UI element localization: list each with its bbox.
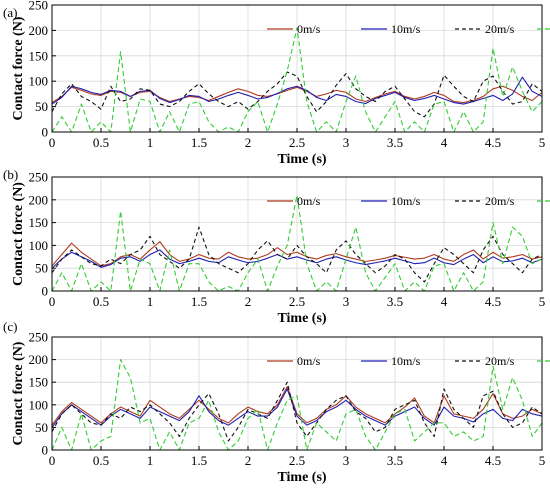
x-tick-label: 5 [539, 135, 546, 150]
x-tick-label: 0.5 [93, 135, 109, 150]
y-axis-title: Contact force (N) [11, 16, 26, 120]
legend-label-0m-s: 0m/s [297, 22, 321, 36]
series-line-10m-s [52, 76, 542, 105]
x-tick-label: 3 [343, 453, 350, 468]
y-tick-label: 100 [29, 74, 49, 89]
y-tick-label: 150 [29, 375, 49, 390]
y-tick-label: 0 [42, 125, 49, 140]
x-tick-label: 1 [147, 135, 154, 150]
chart-panel-1: 0 0.5 1 1.5 2 2.5 3 3.5 4 4.5 5050100150200250Time… [3, 0, 550, 167]
y-tick-label: 200 [29, 23, 49, 38]
y-tick-label: 50 [35, 420, 48, 435]
x-tick-label: 2.5 [289, 453, 305, 468]
x-tick-label: 0 [49, 135, 56, 150]
panel-label: (a) [3, 5, 17, 20]
x-tick-label: 4.5 [485, 453, 501, 468]
y-tick-label: 100 [29, 238, 49, 253]
series-line-20m-s [52, 226, 542, 283]
x-tick-label: 0 [49, 294, 56, 309]
y-tick-label: 0 [42, 443, 49, 458]
x-tick-label: 1.5 [191, 453, 207, 468]
y-tick-label: 100 [29, 397, 49, 412]
series-line-30m-s [52, 27, 542, 132]
y-tick-label: 250 [29, 330, 49, 345]
x-tick-label: 0.5 [93, 453, 109, 468]
x-tick-label: 4.5 [485, 294, 501, 309]
y-tick-label: 250 [29, 0, 49, 13]
x-tick-label: 5 [539, 294, 546, 309]
legend-label-0m-s: 0m/s [297, 194, 321, 208]
series-line-10m-s [52, 388, 542, 428]
legend-label-20m-s: 20m/s [485, 22, 515, 36]
x-tick-label: 2.5 [289, 135, 305, 150]
x-tick-label: 4 [441, 294, 448, 309]
series-group [52, 194, 542, 291]
x-tick-label: 5 [539, 453, 546, 468]
legend-label-20m-s: 20m/s [485, 194, 515, 208]
y-tick-label: 150 [29, 48, 49, 63]
y-tick-label: 200 [29, 352, 49, 367]
x-tick-label: 1 [147, 294, 154, 309]
legend-label-10m-s: 10m/s [391, 194, 421, 208]
x-tick-label: 1.5 [191, 294, 207, 309]
series-group [52, 27, 542, 132]
y-tick-label: 50 [35, 261, 48, 276]
panel-label: (b) [3, 167, 18, 182]
x-axis-title: Time (s) [277, 152, 326, 167]
x-tick-label: 4.5 [485, 135, 501, 150]
series-group [52, 359, 542, 450]
series-line-30m-s [52, 194, 542, 291]
series-line-30m-s [52, 359, 542, 450]
series-line-20m-s [52, 381, 542, 442]
x-axis-title: Time (s) [277, 470, 326, 485]
x-tick-label: 4 [441, 453, 448, 468]
y-axis-title: Contact force (N) [11, 341, 26, 445]
x-tick-label: 3.5 [387, 135, 403, 150]
y-tick-label: 250 [29, 170, 49, 185]
chart-panel-2: 0 0.5 1 1.5 2 2.5 3 3.5 4 4.5 5050100150200250Time… [3, 167, 550, 326]
series-line-0m-s [52, 386, 542, 426]
x-tick-label: 3.5 [387, 294, 403, 309]
x-tick-label: 1 [147, 453, 154, 468]
x-axis-title: Time (s) [277, 311, 326, 326]
x-tick-label: 1.5 [191, 135, 207, 150]
series-line-10m-s [52, 249, 542, 269]
x-tick-label: 2 [245, 453, 252, 468]
y-axis-title: Contact force (N) [11, 182, 26, 286]
series-line-20m-s [52, 71, 542, 118]
x-tick-label: 0.5 [93, 294, 109, 309]
legend-label-0m-s: 0m/s [297, 354, 321, 368]
x-tick-label: 3 [343, 135, 350, 150]
x-tick-label: 2 [245, 294, 252, 309]
x-tick-label: 4 [441, 135, 448, 150]
series-line-0m-s [52, 241, 542, 267]
y-tick-label: 200 [29, 192, 49, 207]
y-tick-label: 50 [35, 99, 48, 114]
x-tick-label: 2.5 [289, 294, 305, 309]
x-tick-label: 3 [343, 294, 350, 309]
x-tick-label: 3.5 [387, 453, 403, 468]
panel-label: (c) [3, 319, 17, 334]
legend-label-10m-s: 10m/s [391, 354, 421, 368]
x-tick-label: 0 [49, 453, 56, 468]
x-tick-label: 2 [245, 135, 252, 150]
y-tick-label: 150 [29, 215, 49, 230]
legend-label-20m-s: 20m/s [485, 354, 515, 368]
y-tick-label: 0 [42, 284, 49, 299]
chart-panel-3: 0 0.5 1 1.5 2 2.5 3 3.5 4 4.5 5050100150200250Time… [3, 319, 550, 485]
legend-label-10m-s: 10m/s [391, 22, 421, 36]
